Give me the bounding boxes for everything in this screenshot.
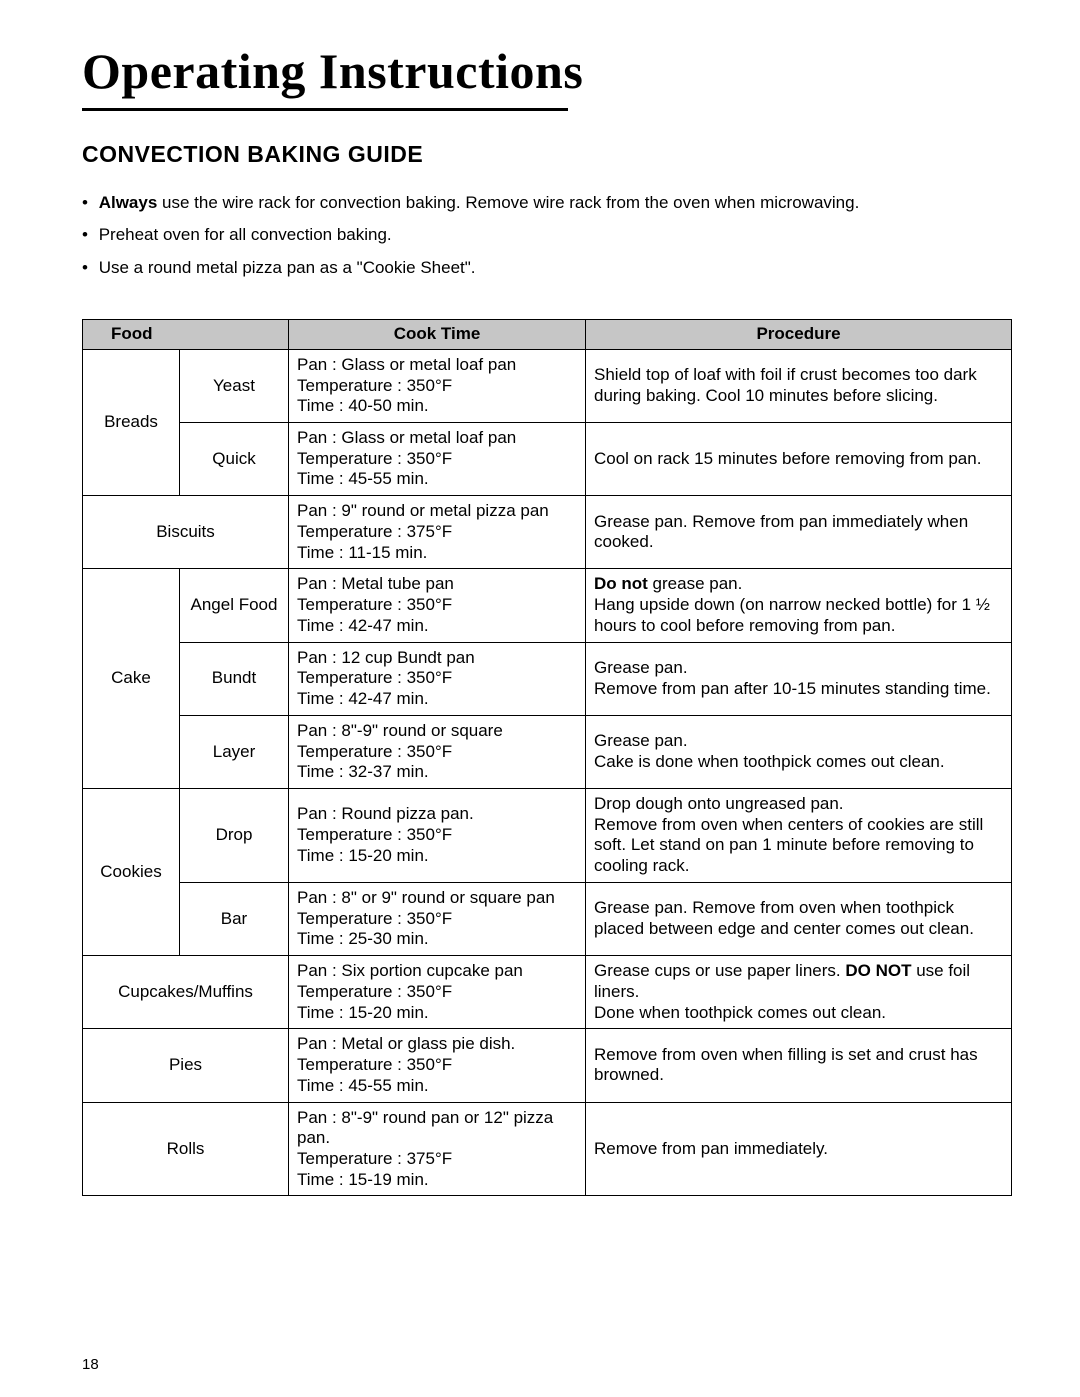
table-row: Biscuits Pan : 9" round or metal pizza p…	[83, 496, 1012, 569]
procedure-cell: Grease pan. Remove from pan immediately …	[586, 496, 1012, 569]
baking-guide-table: Food Cook Time Procedure Breads Yeast Pa…	[82, 319, 1012, 1196]
procedure-cell: Cool on rack 15 minutes before removing …	[586, 422, 1012, 495]
table-row: Bundt Pan : 12 cup Bundt pan Temperature…	[83, 642, 1012, 715]
page-container: Operating Instructions CONVECTION BAKING…	[0, 0, 1080, 1397]
procedure-cell: Grease pan. Remove from oven when toothp…	[586, 882, 1012, 955]
table-body: Breads Yeast Pan : Glass or metal loaf p…	[83, 349, 1012, 1196]
table-row: Bar Pan : 8" or 9" round or square pan T…	[83, 882, 1012, 955]
cooktime-cell: Pan : 12 cup Bundt pan Temperature : 350…	[289, 642, 586, 715]
procedure-cell: Do not grease pan.Hang upside down (on n…	[586, 569, 1012, 642]
category-cell: Pies	[83, 1029, 289, 1102]
cooktime-cell: Pan : Metal or glass pie dish. Temperatu…	[289, 1029, 586, 1102]
category-cell: Cupcakes/Muffins	[83, 956, 289, 1029]
procedure-cell: Grease cups or use paper liners. DO NOT …	[586, 956, 1012, 1029]
note-item: Preheat oven for all convection baking.	[82, 222, 1012, 248]
table-row: Pies Pan : Metal or glass pie dish. Temp…	[83, 1029, 1012, 1102]
title-underline	[82, 108, 568, 111]
cooktime-cell: Pan : 8" or 9" round or square pan Tempe…	[289, 882, 586, 955]
table-row: Breads Yeast Pan : Glass or metal loaf p…	[83, 349, 1012, 422]
table-row: Layer Pan : 8"-9" round or square Temper…	[83, 715, 1012, 788]
subcategory-cell: Bundt	[180, 642, 289, 715]
procedure-cell: Grease pan.Cake is done when toothpick c…	[586, 715, 1012, 788]
category-cell: Cake	[83, 569, 180, 789]
cooktime-cell: Pan : 8"-9" round or square Temperature …	[289, 715, 586, 788]
note-item: Always use the wire rack for convection …	[82, 190, 1012, 216]
cooktime-cell: Pan : 8"-9" round pan or 12" pizza pan. …	[289, 1102, 586, 1196]
subcategory-cell: Bar	[180, 882, 289, 955]
table-row: Cake Angel Food Pan : Metal tube pan Tem…	[83, 569, 1012, 642]
table-row: Rolls Pan : 8"-9" round pan or 12" pizza…	[83, 1102, 1012, 1196]
procedure-cell: Drop dough onto ungreased pan.Remove fro…	[586, 788, 1012, 882]
procedure-cell: Shield top of loaf with foil if crust be…	[586, 349, 1012, 422]
col-header-food: Food	[83, 320, 289, 350]
col-header-cooktime: Cook Time	[289, 320, 586, 350]
subcategory-cell: Yeast	[180, 349, 289, 422]
procedure-cell: Remove from oven when filling is set and…	[586, 1029, 1012, 1102]
procedure-cell: Remove from pan immediately.	[586, 1102, 1012, 1196]
note-text: use the wire rack for convection baking.…	[157, 193, 859, 212]
table-header-row: Food Cook Time Procedure	[83, 320, 1012, 350]
cooktime-cell: Pan : Glass or metal loaf pan Temperatur…	[289, 422, 586, 495]
category-cell: Rolls	[83, 1102, 289, 1196]
cooktime-cell: Pan : Round pizza pan. Temperature : 350…	[289, 788, 586, 882]
table-row: Quick Pan : Glass or metal loaf pan Temp…	[83, 422, 1012, 495]
note-bold: Always	[99, 193, 158, 212]
page-title: Operating Instructions	[82, 42, 1012, 100]
section-heading: CONVECTION BAKING GUIDE	[82, 141, 1012, 168]
cooktime-cell: Pan : Glass or metal loaf pan Temperatur…	[289, 349, 586, 422]
cooktime-cell: Pan : 9" round or metal pizza pan Temper…	[289, 496, 586, 569]
note-text: Preheat oven for all convection baking.	[99, 225, 392, 244]
cooktime-cell: Pan : Six portion cupcake pan Temperatur…	[289, 956, 586, 1029]
subcategory-cell: Layer	[180, 715, 289, 788]
category-cell: Biscuits	[83, 496, 289, 569]
cooktime-cell: Pan : Metal tube pan Temperature : 350°F…	[289, 569, 586, 642]
note-item: Use a round metal pizza pan as a "Cookie…	[82, 255, 1012, 281]
table-row: Cupcakes/Muffins Pan : Six portion cupca…	[83, 956, 1012, 1029]
page-number: 18	[82, 1356, 99, 1373]
col-header-procedure: Procedure	[586, 320, 1012, 350]
subcategory-cell: Drop	[180, 788, 289, 882]
subcategory-cell: Angel Food	[180, 569, 289, 642]
category-cell: Cookies	[83, 788, 180, 955]
subcategory-cell: Quick	[180, 422, 289, 495]
procedure-cell: Grease pan.Remove from pan after 10-15 m…	[586, 642, 1012, 715]
table-row: Cookies Drop Pan : Round pizza pan. Temp…	[83, 788, 1012, 882]
notes-list: Always use the wire rack for convection …	[82, 190, 1012, 281]
category-cell: Breads	[83, 349, 180, 495]
note-text: Use a round metal pizza pan as a "Cookie…	[99, 258, 476, 277]
